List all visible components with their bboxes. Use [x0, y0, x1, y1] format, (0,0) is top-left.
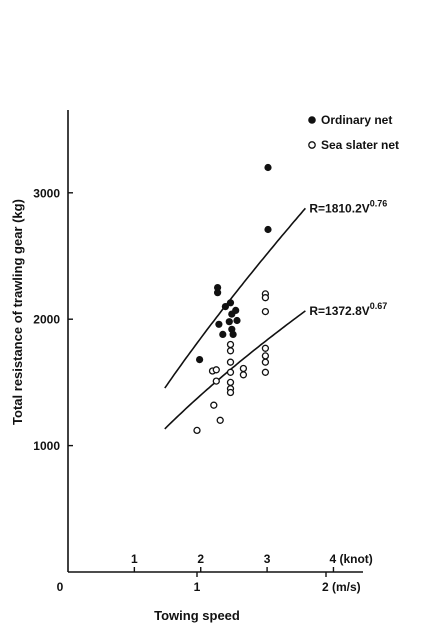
- sea-slater-net-point: [212, 366, 220, 374]
- ordinary-net-point: [264, 163, 272, 172]
- sea-slater-net-point: [210, 401, 218, 409]
- legend-marker-sea-slater-net: [308, 141, 316, 149]
- axes: 1000 2000 3000 0 1 2 (m/s) 1 2 3 4 (knot): [33, 110, 373, 594]
- sea-slater-net-point: [216, 416, 224, 424]
- sea-slater-net-point: [239, 364, 248, 373]
- ordinary-net-point: [221, 303, 229, 311]
- ordinary-net-point: [196, 356, 204, 364]
- ordinary-net-point: [214, 284, 222, 292]
- ordinary-net-point: [233, 316, 241, 325]
- y-tick-label: 3000: [33, 186, 60, 200]
- fit-exponent: 0.67: [370, 301, 388, 311]
- ordinary-net-point: [219, 330, 227, 338]
- ordinary-net-point: [232, 306, 240, 314]
- x-tick-label-knot: 4 (knot): [329, 552, 372, 566]
- sea-slater-net-point: [261, 352, 270, 360]
- sea-slater-net-point: [226, 378, 235, 387]
- sea-slater-net-point: [226, 358, 235, 366]
- sea-slater-net-point: [261, 294, 270, 302]
- y-axis-label: Total resistance of trawling gear (kg): [10, 199, 25, 425]
- sea-slater-net-point: [226, 388, 235, 397]
- ordinary-net-point: [225, 318, 233, 326]
- sea-slater-net-point: [212, 377, 220, 385]
- sea-slater-net-point: [261, 358, 270, 366]
- y-tick-label: 2000: [33, 313, 60, 327]
- data-points: [193, 163, 272, 435]
- sea-slater-net-point: [261, 344, 270, 352]
- legend-marker-ordinary-net: [308, 116, 316, 124]
- ordinary-net-point: [229, 330, 237, 338]
- x-tick-label-ms: 0: [57, 580, 64, 594]
- x-tick-label-knot: 2: [197, 552, 204, 566]
- sea-slater-net-point: [226, 347, 235, 355]
- x-tick-label-ms: 1: [194, 580, 201, 594]
- legend-label: Ordinary net: [321, 113, 392, 127]
- fit-curve: [164, 310, 306, 430]
- legend: Ordinary net Sea slater net: [308, 113, 399, 152]
- sea-slater-net-point: [226, 340, 235, 349]
- x-tick-label-knot: 3: [264, 552, 271, 566]
- sea-slater-net-point: [261, 368, 270, 376]
- legend-label: Sea slater net: [321, 138, 399, 152]
- y-tick-label: 1000: [33, 439, 60, 453]
- x-tick-label-ms: 2 (m/s): [322, 580, 361, 594]
- fit-exponent: 0.76: [370, 198, 388, 208]
- fit-curve: [164, 207, 306, 389]
- sea-slater-net-point: [226, 368, 235, 376]
- sea-slater-net-point: [261, 307, 270, 316]
- fit-equation-label: R=1372.8V0.67: [309, 301, 387, 318]
- sea-slater-net-point: [239, 371, 248, 379]
- ordinary-net-point: [226, 299, 235, 307]
- x-tick-label-knot: 1: [131, 552, 138, 566]
- ordinary-net-point: [214, 289, 222, 297]
- fit-curves: R=1810.2V0.76 R=1372.8V0.67: [164, 198, 387, 430]
- ordinary-net-point: [264, 225, 272, 234]
- fit-equation-label: R=1810.2V0.76: [309, 198, 387, 215]
- x-axis-label: Towing speed: [154, 608, 240, 623]
- sea-slater-net-point: [193, 426, 201, 435]
- ordinary-net-point: [215, 320, 223, 328]
